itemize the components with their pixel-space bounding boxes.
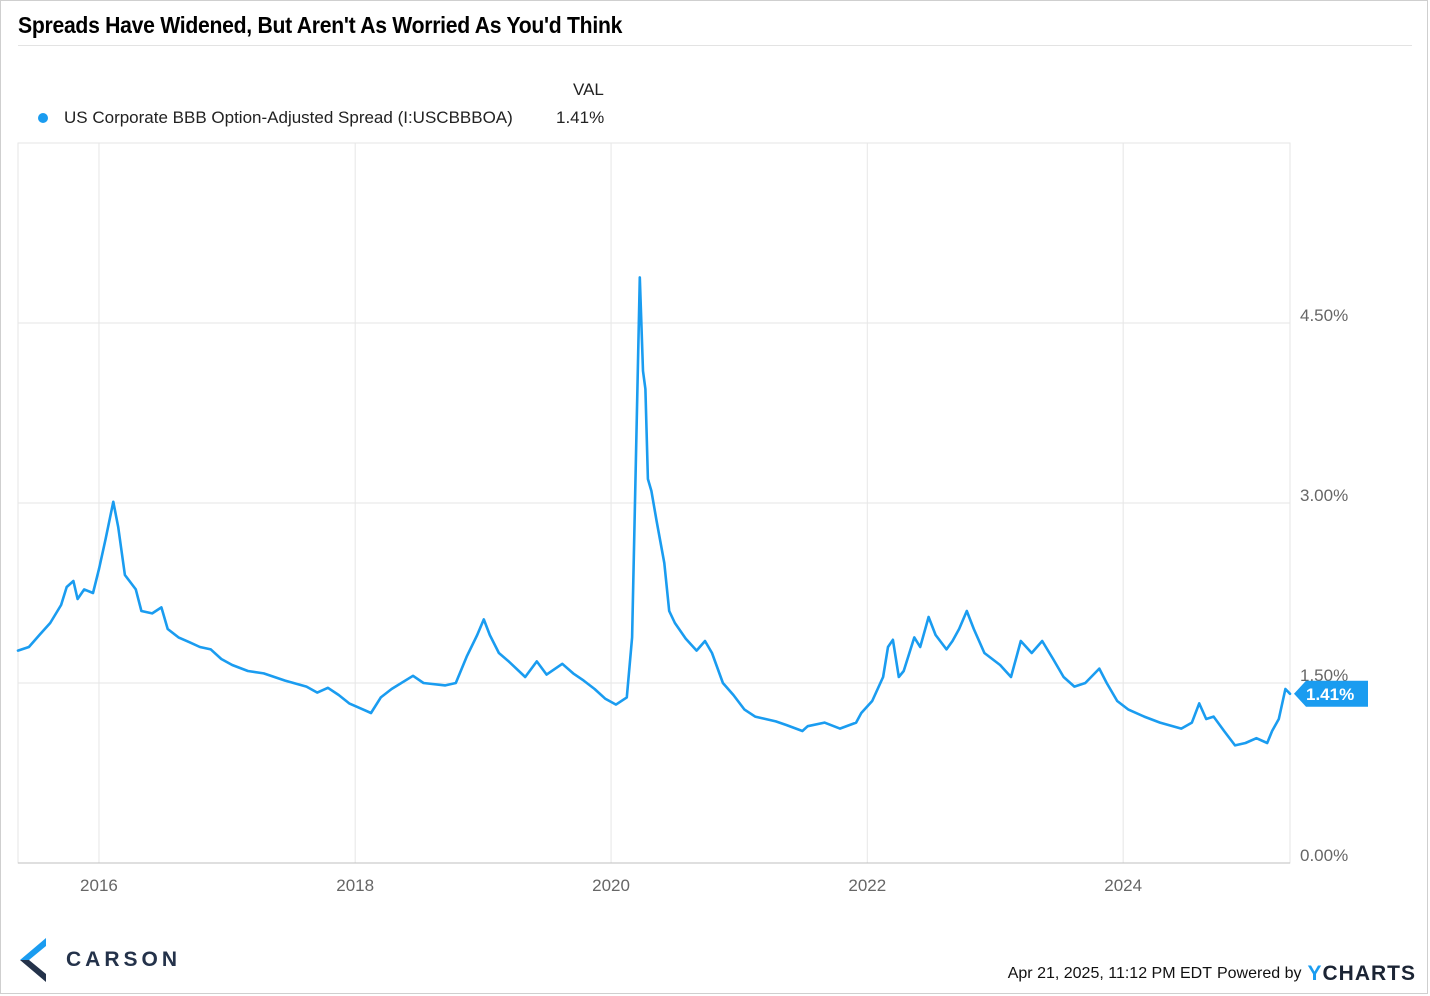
- footer-powered-by: Powered by: [1216, 965, 1302, 982]
- x-tick-label: 2016: [80, 876, 118, 895]
- y-tick-label: 0.00%: [1300, 846, 1348, 865]
- legend-column-header: VAL: [573, 80, 604, 99]
- legend-entry[interactable]: US Corporate BBB Option-Adjusted Spread …: [38, 108, 616, 128]
- carson-logo: CARSON: [20, 938, 181, 982]
- series-line: [16, 276, 1292, 747]
- y-tick-label: 1.50%: [1300, 666, 1348, 685]
- legend-series-name: US Corporate BBB Option-Adjusted Spread …: [64, 108, 513, 127]
- y-tick-label: 3.00%: [1300, 486, 1348, 505]
- last-value-flag: [1294, 680, 1368, 707]
- x-tick-label: 2022: [848, 876, 886, 895]
- x-tick-label: 2020: [592, 876, 630, 895]
- chart-footer: Apr 21, 2025, 11:12 PM EDT Powered by YC…: [1008, 962, 1416, 986]
- title-divider: [18, 45, 1412, 46]
- carson-chevron-icon: [20, 938, 46, 982]
- last-value-label: 1.41%: [1306, 685, 1354, 704]
- ycharts-logo-y: Y: [1307, 962, 1323, 985]
- carson-logo-text: CARSON: [66, 948, 182, 971]
- y-tick-label: 4.50%: [1300, 306, 1348, 325]
- x-tick-label: 2024: [1104, 876, 1142, 895]
- legend-series-value: 1.41%: [556, 108, 605, 127]
- legend-dot-icon: [38, 113, 48, 123]
- footer-timestamp: Apr 21, 2025, 11:12 PM EDT: [1007, 965, 1212, 982]
- ycharts-logo[interactable]: YCHARTS: [1307, 962, 1416, 986]
- chart-title: Spreads Have Widened, But Aren't As Worr…: [18, 12, 623, 38]
- ycharts-logo-text: CHARTS: [1322, 962, 1416, 985]
- x-tick-label: 2018: [336, 876, 374, 895]
